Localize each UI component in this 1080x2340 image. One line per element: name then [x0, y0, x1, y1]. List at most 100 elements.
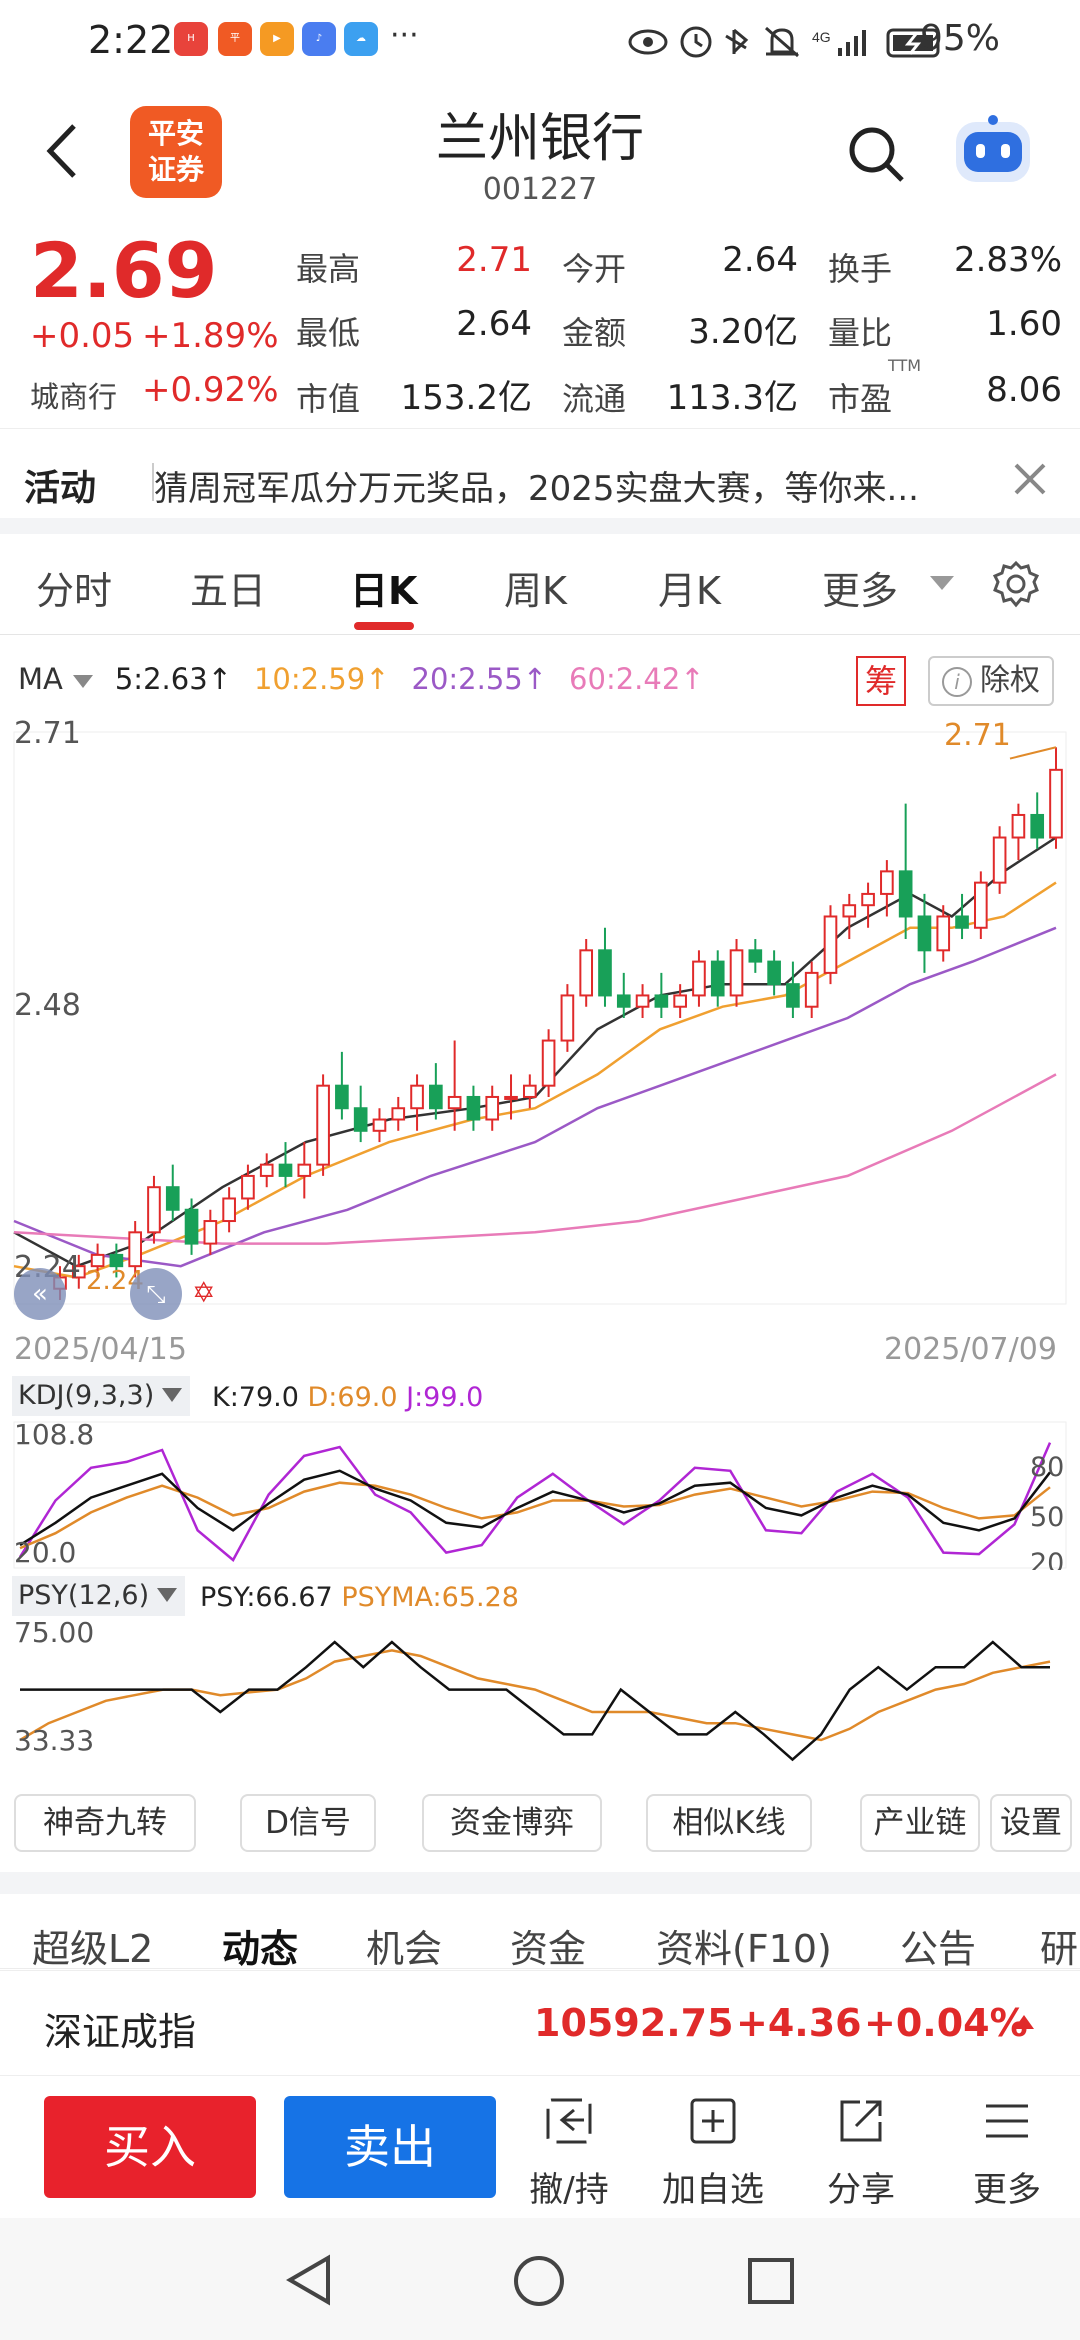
psyma-value: PSYMA:65.28	[341, 1582, 519, 1613]
chip-distribution-button[interactable]: 筹	[856, 656, 906, 706]
kdj-selector[interactable]: KDJ(9,3,3)	[12, 1376, 191, 1416]
similar-k-button[interactable]: 相似K线	[646, 1794, 812, 1852]
tab-research[interactable]: 研	[1040, 1927, 1079, 1971]
indicator-settings-button[interactable]: 设置	[990, 1794, 1072, 1852]
menu-icon	[986, 2104, 1028, 2138]
tab-five-day[interactable]: 五日	[190, 569, 267, 613]
psy-selector[interactable]: PSY(12,6)	[12, 1576, 186, 1616]
quote-label: 换手	[828, 250, 893, 288]
share-icon	[840, 2100, 882, 2142]
battery-percent: 95%	[919, 18, 1000, 59]
y-axis-label-mid: 2.48	[14, 988, 81, 1023]
quote-value: 3.20亿	[688, 312, 798, 352]
psy-line	[20, 1640, 1050, 1762]
tab-opportunity[interactable]: 机会	[366, 1927, 443, 1971]
nav-home-icon[interactable]	[512, 2254, 566, 2308]
withdraw-button[interactable]: 撤/持	[504, 2096, 634, 2210]
psy-values: PSY:66.67 PSYMA:65.28	[200, 1582, 519, 1613]
index-ticker[interactable]: 深证成指 10592.75 +4.36 +0.04%	[0, 1970, 1080, 2076]
nav-back-icon[interactable]	[284, 2254, 334, 2306]
candle	[335, 1051, 349, 1120]
activity-banner[interactable]: 活动 猜周冠军瓜分万元奖品，2025实盘大赛，等你来...	[0, 428, 1080, 528]
tab-f10[interactable]: 资料(F10)	[656, 1927, 832, 1971]
quote-label: 最低	[296, 314, 361, 352]
tab-weekly-k[interactable]: 周K	[504, 569, 567, 613]
kdj-j-line	[18, 1442, 1052, 1562]
quote-value: 1.60	[986, 304, 1062, 344]
kdj-k-line	[19, 1469, 1051, 1547]
candle	[917, 893, 932, 973]
high-marker-label: 2.71	[944, 718, 1011, 753]
quote-label: 量比	[828, 314, 893, 352]
capital-game-button[interactable]: 资金博弈	[422, 1794, 602, 1852]
share-button[interactable]: 分享	[796, 2096, 926, 2210]
magic-nine-button[interactable]: 神奇九转	[14, 1794, 196, 1852]
ma-line-ma10	[13, 881, 1057, 1279]
psy-chart[interactable]	[0, 1618, 1080, 1778]
tab-capital[interactable]: 资金	[510, 1927, 587, 1971]
expand-left-icon[interactable]: «	[14, 1268, 66, 1320]
quote-value: 2.71	[456, 240, 532, 280]
ma-line-ma60	[13, 1073, 1057, 1245]
quote-label: 今开	[562, 250, 627, 288]
nav-recents-icon[interactable]	[746, 2256, 796, 2306]
back-button[interactable]	[40, 116, 84, 186]
candle	[1011, 803, 1026, 861]
candle	[504, 1074, 518, 1120]
candle	[128, 1221, 142, 1278]
ma-legend-item: 10:2.59↑	[253, 662, 390, 696]
candle	[466, 1085, 481, 1131]
kdj-k: K:79.0	[212, 1382, 299, 1413]
tab-announcement[interactable]: 公告	[900, 1927, 977, 1971]
quote-label: 金额	[562, 314, 627, 352]
psy-y-max: 75.00	[14, 1616, 95, 1649]
sector-label[interactable]: 城商行	[30, 380, 118, 414]
kdj-y-50: 50	[1030, 1502, 1065, 1533]
chevron-down-icon	[72, 674, 93, 688]
more-button[interactable]: 更多	[942, 2096, 1072, 2210]
add-watchlist-button[interactable]: 加自选	[648, 2096, 778, 2210]
fullscreen-icon[interactable]: ⤡	[130, 1268, 182, 1320]
active-tab-indicator	[354, 622, 414, 630]
psy-value: PSY:66.67	[200, 1582, 333, 1613]
quote-value: 2.64	[722, 240, 798, 280]
candle	[767, 950, 781, 996]
kdj-chart[interactable]	[0, 1420, 1080, 1570]
tabs-divider	[0, 634, 1080, 635]
candlestick-chart[interactable]	[0, 720, 1080, 1340]
signal-star-icon[interactable]: ✡	[192, 1276, 216, 1309]
ma-legend-item: 20:2.55↑	[411, 662, 548, 696]
candle	[560, 984, 575, 1052]
tab-daily-k[interactable]: 日K	[350, 569, 418, 613]
industry-chain-button[interactable]: 产业链	[860, 1794, 980, 1852]
ex-rights-button[interactable]: i 除权	[928, 656, 1054, 706]
d-signal-button[interactable]: D信号	[240, 1794, 376, 1852]
kdj-values: K:79.0 D:69.0 J:99.0	[212, 1382, 483, 1413]
assistant-button[interactable]	[950, 112, 1036, 188]
quote-label: 市值	[296, 380, 361, 418]
close-icon[interactable]	[1010, 449, 1050, 522]
candle	[992, 826, 1007, 894]
tab-super-l2[interactable]: 超级L2	[32, 1927, 154, 1971]
ma-label: MA	[18, 662, 63, 696]
quote-label: 流通	[562, 380, 627, 418]
chart-settings-button[interactable]	[992, 560, 1040, 608]
candle	[1049, 747, 1063, 849]
search-button[interactable]	[846, 124, 906, 184]
tab-more[interactable]: 更多	[822, 569, 899, 613]
tab-monthly-k[interactable]: 月K	[658, 569, 721, 613]
pingan-app-icon: 平	[218, 22, 252, 56]
cloud-app-icon: ☁	[344, 22, 378, 56]
candle	[616, 972, 631, 1018]
ma-legend[interactable]: MA 5:2.63↑ 10:2.59↑ 20:2.55↑ 60:2.42↑	[18, 662, 737, 696]
buy-button[interactable]: 买入	[44, 2096, 256, 2198]
candle	[391, 1096, 406, 1131]
info-icon: i	[942, 667, 972, 697]
x-axis-end-date: 2025/07/09	[884, 1332, 1057, 1367]
candle	[635, 984, 650, 1018]
tab-news[interactable]: 动态	[222, 1927, 299, 1971]
candle	[109, 1243, 124, 1278]
tab-intraday[interactable]: 分时	[36, 569, 113, 613]
sell-button[interactable]: 卖出	[284, 2096, 496, 2198]
quote-label: 最高	[296, 250, 361, 288]
